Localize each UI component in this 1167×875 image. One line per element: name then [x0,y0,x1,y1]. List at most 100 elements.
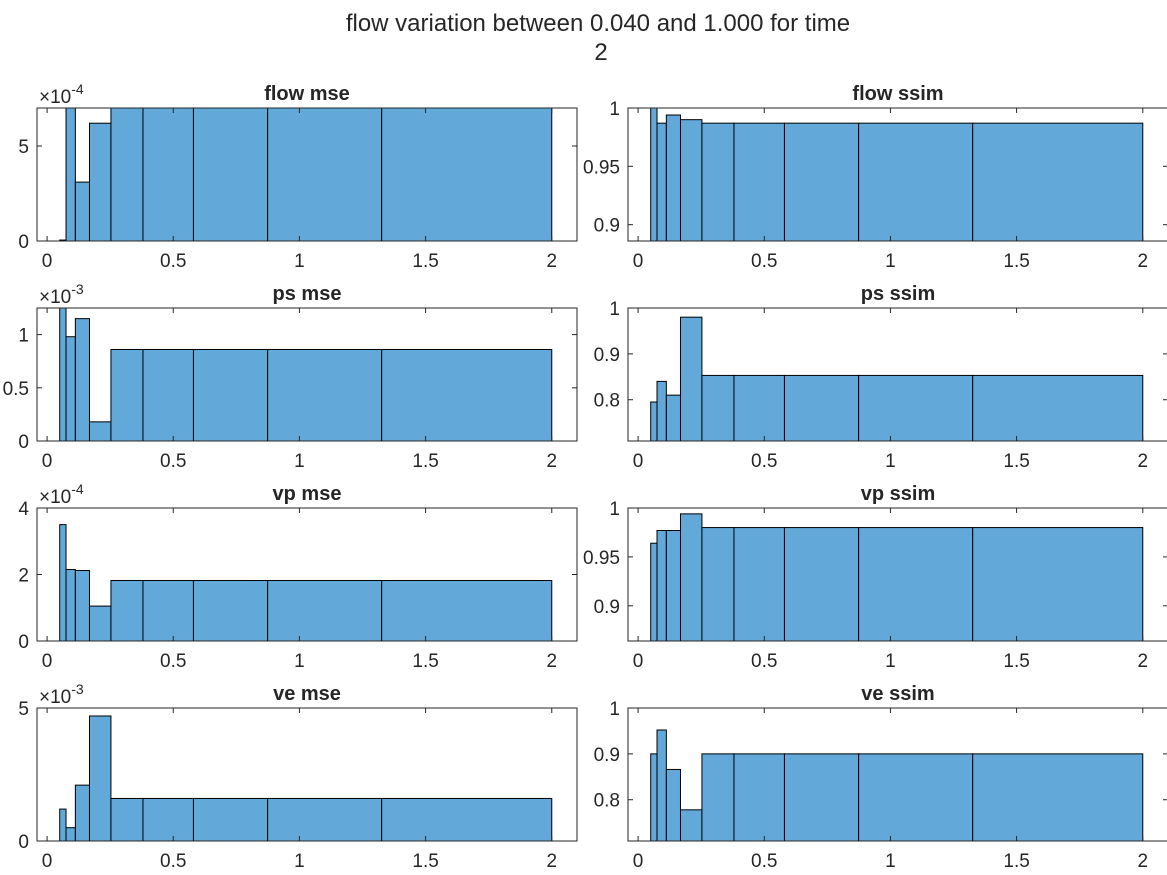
bar [59,308,67,441]
bar [142,797,194,841]
x-tick-label: 1.5 [412,651,438,672]
x-tick-label: 2 [546,651,557,672]
bar [267,348,383,441]
y-tick-label: 0.9 [594,216,620,237]
bar [110,797,144,841]
x-tick-label: 0 [42,251,53,272]
bar [665,394,681,441]
y-tick-label: 5 [18,699,29,720]
figure-title-line-2: 2 [594,39,607,66]
x-tick-label: 1.5 [1003,851,1029,872]
bar [381,579,553,641]
x-tick-label: 0.5 [751,451,777,472]
x-tick-label: 1.5 [1003,651,1029,672]
bar [88,715,112,841]
axes-box [627,307,1167,442]
y-tick-label: 0.5 [3,379,29,400]
bars-ps-ssim [650,316,1144,441]
y-exponent-value: -4 [71,81,84,97]
bar [665,529,681,641]
bars-vp-ssim [650,513,1144,641]
bar [74,181,90,241]
y-tick-label: 0.95 [583,548,620,569]
bar [192,797,269,841]
y-tick-label: 0 [18,232,29,253]
x-tick-label: 2 [1137,451,1148,472]
bar [972,753,1144,841]
bar [110,348,144,441]
bar [972,527,1144,641]
bar [783,753,860,841]
subplot-title: ve mse [273,683,341,705]
bar [733,527,785,641]
bars-ve-mse [59,715,553,841]
axes-box [627,707,1167,842]
y-tick-label: 1 [609,699,620,720]
bar [656,122,667,241]
y-tick-label: 0 [18,432,29,453]
x-tick-label: 1.5 [412,451,438,472]
bar [74,570,90,641]
bars-flow-ssim [650,108,1144,241]
bar [65,336,76,441]
x-tick-label: 0.5 [160,251,186,272]
bar [192,348,269,441]
x-tick-label: 2 [546,451,557,472]
x-tick-label: 1.5 [1003,451,1029,472]
bar [192,579,269,641]
subplot-flow-ssim: 0 0.5 1 1.5 2 0.9 0.95 1 flow ssim [583,83,1167,272]
subplot-title: ps ssim [861,283,935,305]
y-tick-label: 0 [18,832,29,853]
bar [701,753,735,841]
x-tick-label: 1 [885,251,896,272]
bar [679,316,703,441]
bar [733,374,785,441]
bar [192,108,269,241]
x-tick-label: 1.5 [412,251,438,272]
bar [142,108,194,241]
y-tick-label: 0.9 [594,745,620,766]
bar [679,809,703,841]
y-tick-label: 0.9 [594,597,620,618]
bar [858,374,974,441]
subplot-title: ve ssim [861,683,934,705]
axes-box [36,307,578,442]
bar [679,513,703,641]
bar [74,784,90,841]
bar [701,122,735,241]
bar [656,529,667,641]
x-tick-label: 0.5 [751,851,777,872]
subplot-ps-ssim: 0 0.5 1 1.5 2 0.8 0.9 1 ps ssim [594,283,1167,472]
subplot-title: flow ssim [852,83,943,105]
bar [858,753,974,841]
y-tick-label: 1 [609,99,620,120]
x-tick-label: 1 [885,651,896,672]
bar [650,108,658,241]
bar [65,569,76,641]
bar [110,579,144,641]
y-exponent-value: -3 [71,281,84,297]
subplot-title: vp mse [273,483,342,505]
subplot-ve-ssim: 0 0.5 1 1.5 2 0.8 0.9 1 ve ssim [594,683,1167,872]
x-tick-label: 0 [42,651,53,672]
bar [665,114,681,241]
x-tick-label: 1 [294,651,305,672]
x-tick-label: 0 [633,651,644,672]
bar [665,768,681,841]
y-tick-label: 2 [18,566,29,587]
y-tick-label: 0.9 [594,345,620,366]
bar [88,605,112,641]
bar [59,524,67,641]
axes-box [36,107,578,242]
bar [381,797,553,841]
bar [59,808,67,841]
subplot-vp-ssim: 0 0.5 1 1.5 2 0.9 0.95 1 vp ssim [583,483,1167,672]
bar [65,108,76,241]
bar [650,753,658,841]
bar [679,119,703,241]
x-tick-label: 1 [294,251,305,272]
axes-box [36,707,578,842]
